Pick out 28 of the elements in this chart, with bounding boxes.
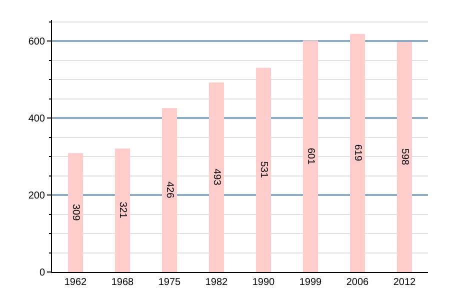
bar <box>114 148 130 272</box>
data-label: 426 <box>164 181 175 199</box>
x-tick-label: 1962 <box>64 277 88 288</box>
y-tick-label: 0 <box>39 268 46 278</box>
y-tick-label: 400 <box>28 114 46 125</box>
data-label: 619 <box>352 144 363 162</box>
bar <box>162 108 178 272</box>
y-tick-label: 600 <box>28 36 46 48</box>
data-label: 309 <box>70 204 81 222</box>
bar <box>350 34 366 272</box>
data-label: 493 <box>211 168 222 186</box>
x-tick-label: 2012 <box>393 277 416 288</box>
bar <box>302 40 318 272</box>
x-tick-label: 1975 <box>158 277 182 288</box>
bar <box>396 42 412 272</box>
data-label: 598 <box>399 148 410 166</box>
bar <box>208 82 224 272</box>
data-label: 321 <box>117 202 128 219</box>
x-tick-label: 1982 <box>205 277 228 288</box>
x-tick-label: 2006 <box>346 277 370 288</box>
data-label: 601 <box>305 148 316 165</box>
bar <box>68 153 84 272</box>
data-label: 531 <box>258 161 269 178</box>
x-tick-label: 1968 <box>111 277 134 288</box>
y-tick-label: 200 <box>28 190 46 202</box>
x-tick-label: 1990 <box>252 277 276 288</box>
x-tick-label: 1999 <box>299 277 322 288</box>
bar <box>256 68 272 272</box>
